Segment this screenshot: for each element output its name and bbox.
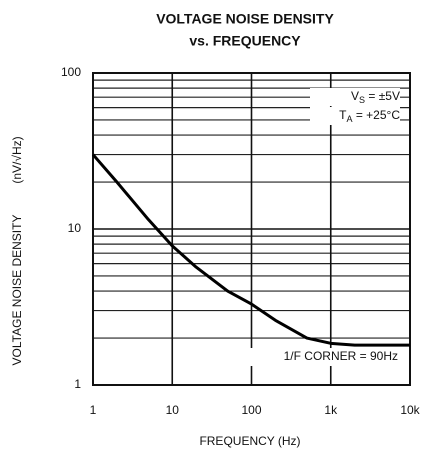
x-tick-label: 10k	[400, 403, 420, 417]
x-axis-label: FREQUENCY (Hz)	[199, 434, 300, 448]
x-tick-label: 10	[166, 403, 180, 417]
annotation: TA = +25°C	[339, 108, 400, 124]
annotation-text: T	[339, 108, 347, 122]
chart-subtitle: vs. FREQUENCY	[189, 33, 301, 49]
plot-frame	[92, 72, 411, 386]
annotation: VS = ±5V	[351, 89, 400, 105]
y-axis-label: VOLTAGE NOISE DENSITY	[10, 215, 24, 366]
annotation-subscript: S	[359, 95, 365, 105]
annotation-text: V	[351, 89, 359, 103]
y-tick-label: 10	[68, 221, 82, 235]
annotation-text: = +25°C	[353, 108, 401, 122]
annotation-background	[246, 348, 398, 366]
x-tick-label: 100	[241, 403, 261, 417]
annotation-text: = ±5V	[365, 89, 400, 103]
annotation: 1/F CORNER = 90Hz	[284, 349, 398, 363]
chart-title: VOLTAGE NOISE DENSITY	[156, 11, 334, 27]
annotation-text: 1/F CORNER = 90Hz	[284, 349, 398, 363]
x-tick-label: 1k	[324, 403, 338, 417]
annotation-subscript: A	[346, 114, 352, 124]
y-tick-label: 100	[61, 65, 81, 79]
annotation-background	[310, 107, 400, 125]
y-axis-unit: (nV/√Hz)	[10, 136, 24, 183]
annotation-background	[310, 88, 400, 106]
line	[91, 153, 410, 347]
x-tick-label: 1	[90, 403, 97, 417]
y-tick-label: 1	[74, 377, 81, 391]
